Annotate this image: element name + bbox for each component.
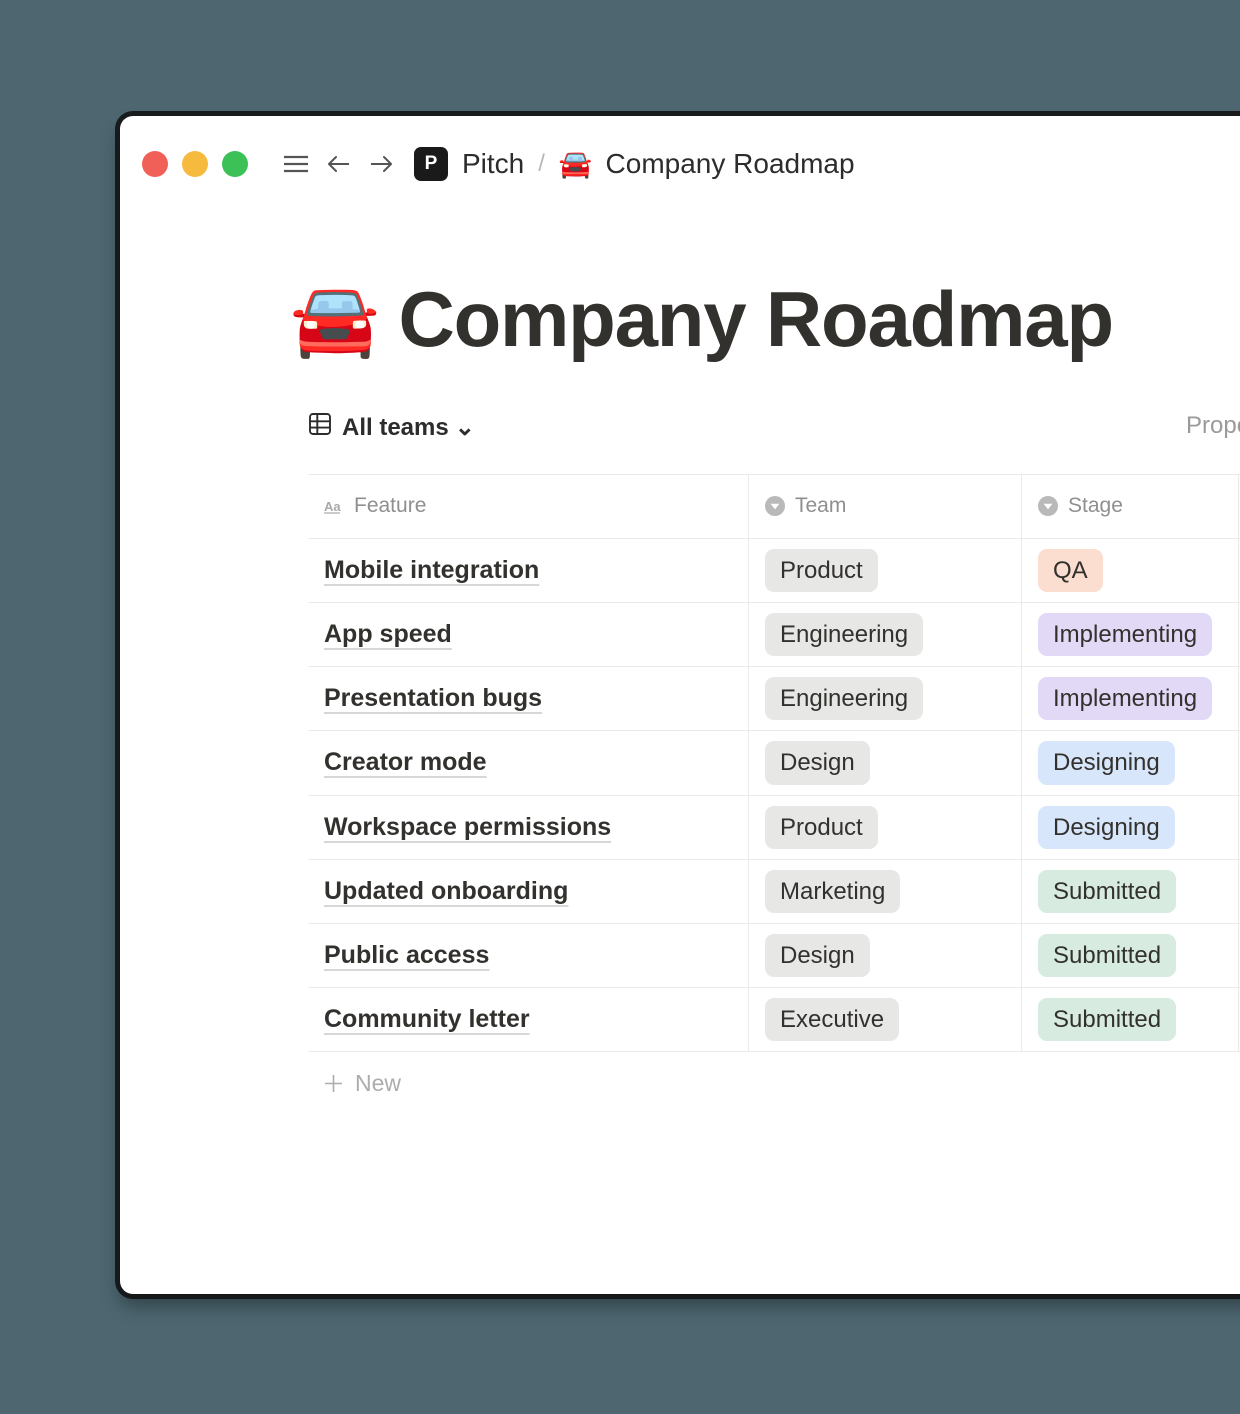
svg-text:Aa: Aa <box>324 499 341 514</box>
